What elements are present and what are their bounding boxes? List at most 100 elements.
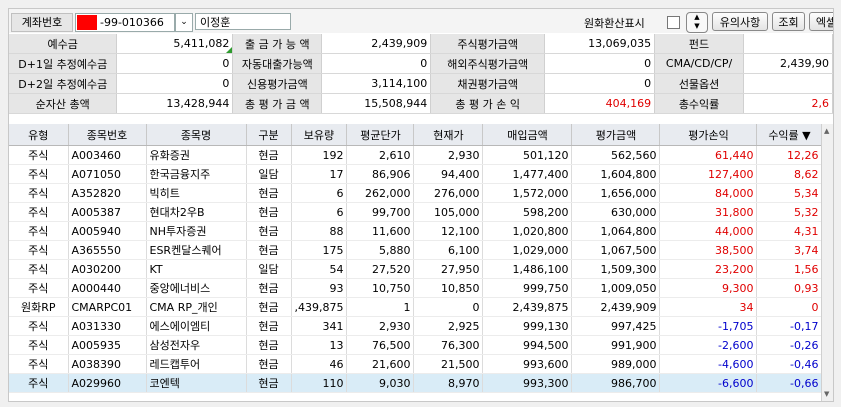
table-row[interactable]: 주식 A029960 코엔텍 현금 110 9,030 8,970 993,300 986,70…	[9, 373, 823, 393]
table-cell: 46	[291, 354, 348, 374]
account-number-field[interactable]: -99-010366	[75, 13, 175, 32]
fx-display-checkbox[interactable]	[667, 16, 680, 29]
column-header[interactable]: 구분	[246, 124, 292, 146]
table-cell: 27,520	[346, 259, 415, 279]
table-row[interactable]: 주식 A365550 ESR켄달스퀘어 현금 175 5,880 6,100 1,029,00…	[9, 240, 823, 260]
table-cell: 175	[291, 240, 348, 260]
table-row[interactable]: 주식 A071050 한국금융지주 일담 17 86,906 94,400 1,477,400…	[9, 164, 823, 184]
table-cell: A030200	[68, 259, 147, 279]
table-cell: 1,486,100	[482, 259, 573, 279]
table-cell: 주식	[9, 164, 69, 184]
summary-label: D+2일 추정예수금	[9, 73, 118, 94]
column-header[interactable]: 현재가	[413, 124, 484, 146]
table-cell: 현금	[246, 297, 292, 317]
summary-label: 자동대출가능액	[232, 53, 323, 74]
table-cell: 코엔텍	[146, 373, 247, 393]
table-cell: ESR켄달스퀘어	[146, 240, 247, 260]
table-cell: 현금	[246, 202, 292, 222]
table-row[interactable]: 주식 A005387 현대차2우B 현금 6 99,700 105,000 598,200 63…	[9, 202, 823, 222]
table-cell: KT	[146, 259, 247, 279]
table-cell: 1,020,800	[482, 221, 573, 241]
table-cell: 주식	[9, 278, 69, 298]
table-cell: 38,500	[659, 240, 758, 260]
column-header[interactable]: 유형	[9, 124, 69, 146]
table-cell: 997,425	[571, 316, 661, 336]
table-cell: 99,700	[346, 202, 415, 222]
table-cell: 현금	[246, 221, 292, 241]
chevron-down-icon[interactable]: ⌄	[175, 13, 193, 32]
summary-value: 13,069,035	[544, 34, 656, 54]
table-row[interactable]: 주식 A000440 중앙에너비스 현금 93 10,750 10,850 999,750 1,…	[9, 278, 823, 298]
table-cell: 110	[291, 373, 348, 393]
table-cell: 10,850	[413, 278, 484, 298]
table-cell: -0,46	[756, 354, 823, 374]
column-header[interactable]: 평가금액	[571, 124, 661, 146]
table-cell: NH투자증권	[146, 221, 247, 241]
table-cell: 1,656,000	[571, 183, 661, 203]
table-cell: 94,400	[413, 164, 484, 184]
summary-value	[743, 34, 833, 54]
table-cell: 1,56	[756, 259, 823, 279]
table-row[interactable]: 주식 A031330 에스에이엠티 현금 341 2,930 2,925 999,130 997…	[9, 316, 823, 336]
table-row[interactable]: 주식 A030200 KT 일담 54 27,520 27,950 1,486,100 1,50…	[9, 259, 823, 279]
table-row[interactable]: 주식 A005940 NH투자증권 현금 88 11,600 12,100 1,020,800…	[9, 221, 823, 241]
query-button[interactable]: 조회	[772, 12, 805, 31]
table-cell: 레드캡투어	[146, 354, 247, 374]
column-header[interactable]: 보유량	[291, 124, 348, 146]
table-row[interactable]: 원화RP CMARPC01 CMA RP_개인 현금 ,439,875 1 0 2,439,8…	[9, 297, 823, 317]
table-cell: 주식	[9, 240, 69, 260]
column-header[interactable]: 매입금액	[482, 124, 573, 146]
table-cell: 현금	[246, 278, 292, 298]
table-cell: 17	[291, 164, 348, 184]
table-cell: 주식	[9, 354, 69, 374]
table-cell: 598,200	[482, 202, 573, 222]
spin-updown-icon[interactable]: ▲ ▼	[686, 12, 708, 33]
vertical-scrollbar[interactable]: ▲ ▼	[821, 124, 833, 401]
column-header[interactable]: 평균단가	[346, 124, 415, 146]
table-cell: 11,600	[346, 221, 415, 241]
summary-value: 2,6	[743, 93, 833, 114]
table-cell: A029960	[68, 373, 147, 393]
table-cell: 127,400	[659, 164, 758, 184]
table-cell: 8,62	[756, 164, 823, 184]
table-cell: 23,200	[659, 259, 758, 279]
table-cell: 21,600	[346, 354, 415, 374]
toolbar: 계좌번호 -99-010366 ⌄ 이정훈 원화환산표시 ▲ ▼ 유의사항 조회 …	[9, 9, 833, 33]
table-cell: 1,067,500	[571, 240, 661, 260]
table-row[interactable]: 주식 A005935 삼성전자우 현금 13 76,500 76,300 994,500 991…	[9, 335, 823, 355]
table-cell: 중앙에너비스	[146, 278, 247, 298]
table-cell: ,439,875	[291, 297, 348, 317]
table-row[interactable]: 주식 A038390 레드캡투어 현금 46 21,600 21,500 993,600 989…	[9, 354, 823, 374]
notice-button[interactable]: 유의사항	[712, 12, 768, 31]
column-header[interactable]: 평가손익	[659, 124, 758, 146]
summary-row: D+2일 추정예수금 0 신용평가금액 3,114,100 채권평가금액 0 선물옵션	[9, 73, 833, 94]
table-cell: A005935	[68, 335, 147, 355]
table-cell: 주식	[9, 221, 69, 241]
table-cell: 5,880	[346, 240, 415, 260]
table-cell: 986,700	[571, 373, 661, 393]
table-cell: 21,500	[413, 354, 484, 374]
table-cell: CMARPC01	[68, 297, 147, 317]
column-header[interactable]: 종목명	[146, 124, 247, 146]
table-cell: 6,100	[413, 240, 484, 260]
table-cell: 주식	[9, 183, 69, 203]
excel-button[interactable]: 엑셀	[809, 12, 833, 31]
scroll-up-icon[interactable]: ▲	[824, 127, 830, 135]
summary-value: 2,439,90	[743, 53, 833, 74]
table-cell: -1,705	[659, 316, 758, 336]
table-cell: 262,000	[346, 183, 415, 203]
table-cell: -2,600	[659, 335, 758, 355]
table-cell: 현금	[246, 335, 292, 355]
scroll-down-icon[interactable]: ▼	[824, 390, 830, 398]
table-row[interactable]: 주식 A003460 유화증권 현금 192 2,610 2,930 501,120 562,5…	[9, 145, 823, 165]
table-row[interactable]: 주식 A352820 빅히트 현금 6 262,000 276,000 1,572,000 1,…	[9, 183, 823, 203]
table-cell: 1,509,300	[571, 259, 661, 279]
table-cell: 현금	[246, 316, 292, 336]
column-header[interactable]: 종목번호	[68, 124, 147, 146]
table-cell: 13	[291, 335, 348, 355]
table-cell: 주식	[9, 335, 69, 355]
table-cell: 주식	[9, 259, 69, 279]
table-cell: CMA RP_개인	[146, 297, 247, 317]
table-cell: 유화증권	[146, 145, 247, 165]
column-header[interactable]: 수익률 ▼	[756, 124, 823, 146]
